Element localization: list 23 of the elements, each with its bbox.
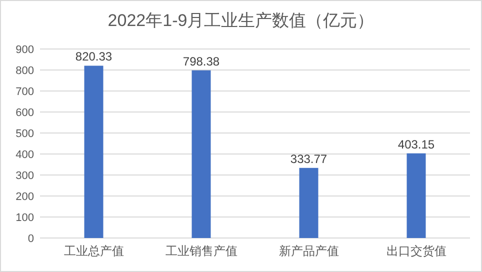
y-tick-label: 800	[16, 65, 34, 77]
y-tick-label: 0	[28, 233, 34, 245]
data-label: 820.33	[75, 50, 112, 64]
chart-title: 2022年1-9月工业生产数值（亿元）	[108, 11, 374, 30]
x-tick-label: 工业销售产值	[165, 244, 238, 258]
data-label: 403.15	[398, 137, 435, 152]
y-tick-label: 100	[16, 212, 34, 224]
x-tick-label: 工业总产值	[64, 244, 124, 258]
data-label: 798.38	[182, 54, 220, 68]
bar	[84, 66, 104, 238]
y-tick-label: 600	[16, 107, 34, 119]
y-tick-label: 200	[16, 191, 34, 203]
y-tick-label: 700	[16, 86, 34, 98]
bar	[299, 168, 318, 238]
bar	[192, 70, 211, 238]
data-label: 333.77	[290, 152, 328, 166]
x-tick-label: 出口交货值	[386, 244, 446, 258]
y-tick-label: 900	[16, 44, 34, 56]
y-tick-label: 500	[16, 128, 34, 140]
x-tick-label: 新产品产值	[278, 244, 339, 258]
y-tick-label: 400	[16, 149, 34, 161]
bar	[406, 153, 426, 238]
y-tick-label: 300	[16, 170, 34, 182]
